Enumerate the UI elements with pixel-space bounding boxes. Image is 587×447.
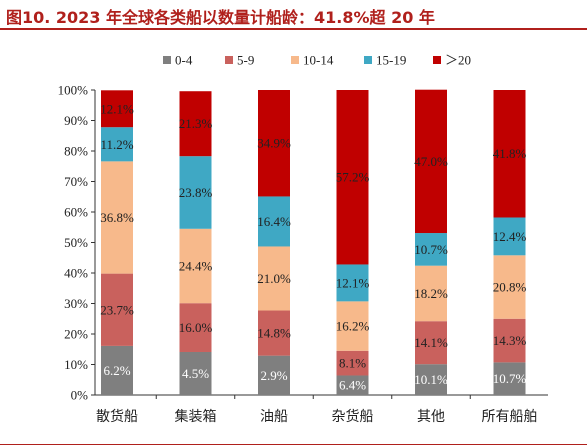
legend-swatch (433, 56, 441, 64)
category-label: 所有船舶 (482, 409, 538, 425)
data-label: 16.2% (336, 319, 370, 334)
data-label: 12.4% (493, 229, 527, 244)
data-label: 23.8% (179, 185, 213, 200)
bar-segment (179, 303, 212, 352)
y-tick-label: 90% (64, 113, 88, 128)
data-label: 10.7% (493, 371, 527, 386)
data-label: 11.2% (100, 137, 133, 152)
category-label: 杂货船 (332, 408, 374, 425)
bar-segment (336, 90, 369, 265)
data-label: 20.8% (493, 280, 527, 295)
data-label: 47.0% (414, 154, 448, 169)
data-label: 12.1% (100, 101, 134, 116)
bar-segment (493, 217, 526, 256)
data-label: 14.3% (493, 333, 527, 348)
data-label: 23.7% (100, 302, 134, 317)
y-tick-label: 50% (64, 235, 88, 250)
y-tick-label: 30% (64, 296, 88, 311)
bar-segment (415, 233, 447, 266)
bar-segment (415, 265, 447, 322)
data-label: 57.2% (336, 170, 370, 185)
data-label: 12.1% (336, 275, 370, 290)
bottom-rule (0, 444, 587, 445)
bar-segment (415, 321, 447, 365)
data-label: 14.8% (257, 326, 291, 341)
bar-segment (101, 273, 133, 346)
chart-title: 图10. 2023 年全球各类船以数量计船龄：41.8%超 20 年 (6, 8, 435, 27)
bar-segment (101, 345, 133, 395)
legend-label: 10-14 (303, 53, 334, 68)
y-tick-label: 10% (64, 357, 88, 372)
y-tick-label: 100% (58, 83, 89, 98)
y-tick-label: 60% (64, 205, 88, 220)
legend-label: 15-19 (376, 53, 406, 68)
data-label: 41.8% (493, 146, 527, 161)
bar-segment (179, 156, 212, 229)
data-label: 36.8% (100, 210, 134, 225)
bar-segment (493, 90, 526, 218)
data-label: 21.0% (257, 271, 291, 286)
data-label: 21.3% (179, 116, 213, 131)
data-label: 34.9% (257, 136, 291, 151)
bar-segment (336, 350, 369, 376)
data-label: 24.4% (179, 258, 213, 273)
bar-segment (101, 127, 133, 162)
title-bar: 图10. 2023 年全球各类船以数量计船龄：41.8%超 20 年 (0, 0, 587, 30)
y-tick-label: 20% (64, 327, 88, 342)
legend-swatch (364, 56, 372, 64)
bar-segment (258, 90, 290, 197)
bar-segment (336, 264, 369, 302)
bar-segment (493, 255, 526, 319)
y-tick-label: 80% (64, 144, 88, 159)
bar-segment (179, 91, 212, 157)
bar-segment (336, 301, 369, 351)
legend-label: 0-4 (175, 53, 193, 68)
category-label: 散货船 (96, 408, 138, 425)
data-label: 6.2% (103, 363, 130, 378)
data-label: 6.4% (339, 378, 366, 393)
bar-segment (179, 228, 212, 304)
data-label: 10.7% (414, 242, 448, 257)
bar-segment (415, 89, 447, 234)
bar-segment (258, 310, 290, 356)
bar-segment (336, 375, 369, 395)
y-tick-label: 0% (71, 388, 89, 403)
bar-segment (101, 161, 133, 274)
category-label: 油船 (260, 409, 288, 425)
data-label: 2.9% (260, 368, 287, 383)
bar-segment (101, 90, 133, 128)
bar-segment (493, 362, 526, 395)
data-label: 10.1% (414, 372, 448, 387)
data-label: 16.4% (257, 214, 291, 229)
bar-segment (415, 364, 447, 395)
data-label: 18.2% (414, 286, 448, 301)
legend-swatch (163, 56, 171, 64)
legend-label: ＞20 (445, 53, 471, 68)
legend-label: 5-9 (237, 53, 254, 68)
bar-segment (258, 196, 290, 247)
category-label: 其他 (417, 409, 445, 425)
data-label: 4.5% (182, 366, 209, 381)
category-label: 集装箱 (175, 408, 217, 425)
data-label: 14.1% (414, 335, 448, 350)
legend-swatch (291, 56, 299, 64)
legend-swatch (225, 56, 233, 64)
bar-segment (179, 351, 212, 395)
bar-segment (258, 246, 290, 311)
bar-segment (493, 318, 526, 363)
data-label: 8.1% (339, 356, 366, 371)
y-tick-label: 70% (64, 174, 88, 189)
y-tick-label: 40% (64, 266, 88, 281)
bar-segment (258, 355, 290, 395)
data-label: 16.0% (179, 320, 213, 335)
